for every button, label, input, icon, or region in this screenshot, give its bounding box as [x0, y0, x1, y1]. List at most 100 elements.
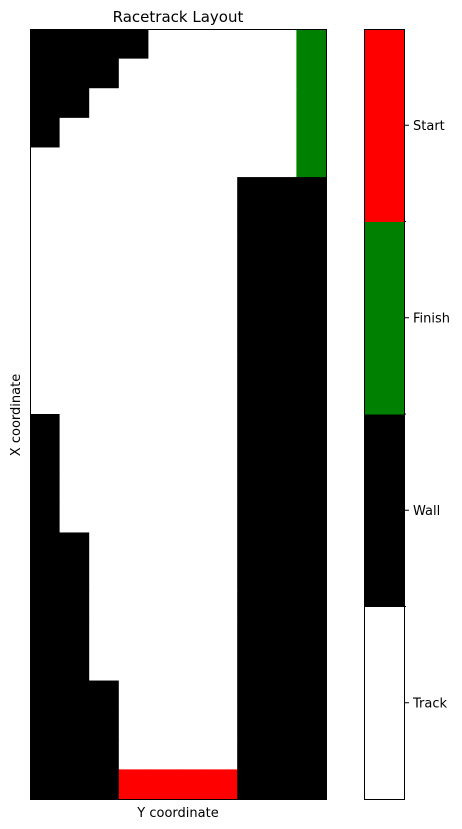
colorbar-tick-label: Track: [412, 696, 447, 711]
heatmap-cell-track: [178, 295, 209, 326]
heatmap-cell-start: [207, 769, 238, 800]
heatmap-cell-track: [148, 58, 179, 89]
heatmap-cell-wall: [296, 710, 327, 741]
heatmap-cell-track: [59, 414, 90, 445]
heatmap-frame: [30, 29, 327, 800]
heatmap-cell-wall: [59, 769, 90, 800]
heatmap-cell-track: [59, 325, 90, 356]
heatmap-cell-track: [237, 58, 268, 89]
heatmap-cell-track: [207, 710, 238, 741]
heatmap-cell-wall: [59, 88, 90, 119]
heatmap-cell-track: [89, 295, 120, 326]
heatmap-cell-track: [266, 147, 297, 178]
heatmap-cell-wall: [89, 680, 120, 711]
heatmap-cell-track: [178, 650, 209, 682]
heatmap-cell-wall: [266, 532, 297, 563]
heatmap-cell-wall: [237, 739, 268, 770]
heatmap-cell-wall: [30, 502, 61, 534]
heatmap-cell-track: [207, 29, 238, 60]
heatmap-cell-wall: [89, 739, 120, 770]
heatmap-cell-track: [148, 443, 179, 474]
heatmap-cell-wall: [30, 710, 61, 741]
heatmap-cell-wall: [237, 384, 268, 415]
heatmap-cell-track: [118, 473, 149, 504]
heatmap-cell-track: [266, 29, 297, 60]
heatmap-cell-track: [148, 473, 179, 504]
heatmap-cell-track: [178, 591, 209, 622]
heatmap-cell-track: [59, 384, 90, 415]
heatmap-cell-track: [89, 562, 120, 593]
heatmap-cell-wall: [266, 502, 297, 534]
heatmap-cell-wall: [59, 562, 90, 593]
heatmap-cell-wall: [296, 206, 327, 237]
heatmap-cell-track: [59, 473, 90, 504]
heatmap-cell-track: [89, 117, 120, 149]
heatmap-cell-track: [207, 650, 238, 682]
heatmap-cell-wall: [30, 29, 61, 60]
heatmap-cell-track: [89, 236, 120, 267]
heatmap-cell-track: [148, 177, 179, 208]
heatmap-cell-track: [148, 29, 179, 60]
heatmap-cell-wall: [59, 739, 90, 770]
heatmap-cell-track: [118, 147, 149, 178]
heatmap-cell-track: [118, 265, 149, 297]
heatmap-cell-wall: [237, 206, 268, 237]
heatmap-cell-wall: [237, 473, 268, 504]
heatmap-cell-track: [59, 354, 90, 385]
colorbar-tick-label: Wall: [413, 504, 440, 519]
heatmap-cell-track: [118, 591, 149, 622]
heatmap-cell-wall: [237, 532, 268, 563]
heatmap-cell-track: [118, 414, 149, 445]
heatmap-cell-track: [148, 414, 179, 445]
heatmap-cell-track: [148, 532, 179, 563]
heatmap-cell-wall: [237, 414, 268, 445]
heatmap-cell-track: [178, 384, 209, 415]
heatmap-cell-track: [178, 236, 209, 267]
heatmap-cell-track: [207, 265, 238, 297]
heatmap-cell-track: [178, 325, 209, 356]
heatmap-cell-track: [118, 325, 149, 356]
heatmap-cell-track: [89, 621, 120, 652]
heatmap: [30, 29, 327, 800]
heatmap-cell-track: [148, 295, 179, 326]
chart-title: Racetrack Layout: [113, 8, 244, 26]
heatmap-cell-track: [118, 295, 149, 326]
heatmap-cell-track: [30, 177, 61, 208]
heatmap-cell-track: [30, 384, 61, 415]
heatmap-cell-track: [207, 147, 238, 178]
heatmap-cell-track: [89, 177, 120, 208]
heatmap-cell-track: [59, 443, 90, 474]
heatmap-cell-track: [89, 591, 120, 622]
heatmap-cell-track: [118, 621, 149, 652]
heatmap-cell-wall: [89, 769, 120, 800]
heatmap-cell-track: [178, 265, 209, 297]
heatmap-cell-track: [118, 58, 149, 89]
heatmap-cell-track: [148, 621, 179, 652]
heatmap-cell-wall: [296, 473, 327, 504]
heatmap-cell-track: [207, 58, 238, 89]
heatmap-cell-track: [30, 325, 61, 356]
heatmap-cell-track: [148, 88, 179, 119]
heatmap-cell-track: [237, 117, 268, 149]
heatmap-cell-track: [89, 502, 120, 534]
heatmap-cell-track: [59, 177, 90, 208]
heatmap-cell-wall: [30, 562, 61, 593]
heatmap-cell-track: [118, 710, 149, 741]
heatmap-cell-track: [148, 384, 179, 415]
colorbar-tick-label: Finish: [413, 311, 450, 326]
heatmap-cell-track: [148, 354, 179, 385]
heatmap-cell-finish: [296, 29, 327, 60]
heatmap-cell-track: [178, 680, 209, 711]
heatmap-cell-finish: [296, 88, 327, 119]
heatmap-cell-track: [178, 562, 209, 593]
heatmap-cell-wall: [30, 117, 61, 149]
heatmap-cell-wall: [296, 650, 327, 682]
heatmap-cell-track: [178, 177, 209, 208]
colorbar-tick-label: Start: [413, 119, 445, 134]
heatmap-cell-track: [207, 680, 238, 711]
heatmap-cell-wall: [296, 325, 327, 356]
heatmap-cell-track: [178, 29, 209, 60]
heatmap-cell-wall: [296, 295, 327, 326]
heatmap-cell-wall: [266, 206, 297, 237]
